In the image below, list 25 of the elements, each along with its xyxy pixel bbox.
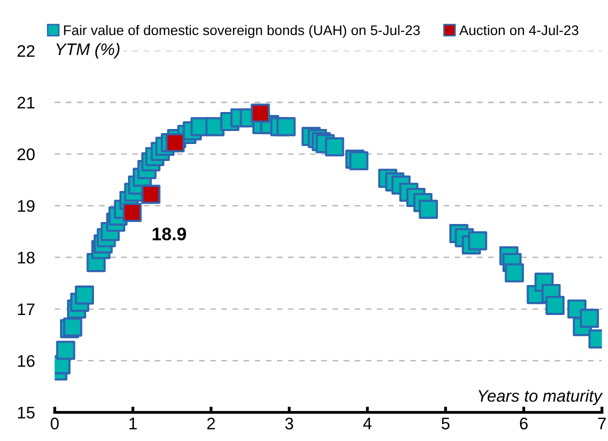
x-tick-label: 0: [50, 418, 59, 430]
y-tick-label: 15: [18, 406, 35, 419]
x-tick-label: 4: [363, 418, 372, 430]
y-tick-label: 21: [18, 96, 34, 108]
legend-label: Auction on 4-Jul-23: [459, 24, 578, 36]
x-tick-label: 3: [285, 418, 294, 430]
y-tick-label: 17: [18, 304, 34, 316]
point: [122, 202, 142, 222]
y-tick-label: 16: [18, 355, 35, 367]
y-tick-label: 19: [18, 200, 34, 212]
y-tick-label: 18: [18, 252, 35, 264]
x-axis-title: Years to maturity: [478, 390, 603, 406]
y-tick-label: 22: [18, 45, 34, 57]
legend-label: Fair value of domestic sovereign bonds (UAH) on 5-Jul-23: [64, 24, 420, 38]
x-tick-label: 2: [207, 418, 215, 430]
point: [141, 184, 160, 204]
x-tick-label: 5: [442, 418, 450, 430]
x-tick-label: 1: [130, 418, 137, 430]
annotation: 18.9: [152, 228, 186, 240]
y-tick-label: 20: [18, 148, 35, 160]
x-tick-label: 7: [598, 418, 606, 430]
point: [166, 133, 185, 152]
y-axis-title: YTM (%): [56, 42, 120, 58]
point: [250, 104, 270, 123]
x-tick-label: 6: [520, 418, 528, 430]
